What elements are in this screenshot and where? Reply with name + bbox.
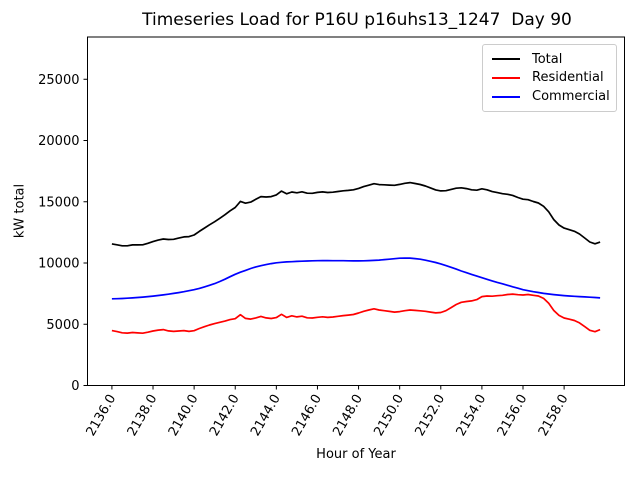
y-tick-label: 10000 <box>38 257 79 272</box>
y-tick-label: 5000 <box>46 318 79 333</box>
y-axis-label: kW total <box>12 183 28 239</box>
y-tick-label: 25000 <box>38 73 79 88</box>
commercial-line-swatch-icon <box>492 95 520 98</box>
legend-label-residential: Residential <box>532 70 604 86</box>
x-tick-label: 2136.0 <box>84 392 120 439</box>
x-tick-label: 2152.0 <box>413 392 449 439</box>
x-tick-label: 2150.0 <box>371 392 407 439</box>
residential-line-swatch-icon <box>492 76 520 79</box>
total-line-swatch-icon <box>492 58 520 61</box>
x-tick-label: 2140.0 <box>166 392 202 439</box>
x-tick-label: 2154.0 <box>454 392 490 439</box>
chart-title: Timeseries Load for P16U p16uhs13_1247 D… <box>142 10 572 30</box>
x-axis-label: Hour of Year <box>316 447 396 462</box>
y-tick-label: 15000 <box>38 195 79 210</box>
x-tick-label: 2138.0 <box>125 392 161 439</box>
residential-line <box>111 293 601 335</box>
legend-label-commercial: Commercial <box>532 89 610 105</box>
x-tick-label: 2146.0 <box>289 392 325 439</box>
legend-entry-commercial: Commercial <box>483 90 616 103</box>
y-tick-label: 0 <box>71 379 79 394</box>
legend-label-total: Total <box>532 51 563 67</box>
commercial-line <box>111 257 601 300</box>
y-tick-label: 20000 <box>38 134 79 149</box>
total-line <box>111 181 601 247</box>
x-tick-label: 2158.0 <box>536 392 572 439</box>
x-tick-label: 2142.0 <box>207 392 243 439</box>
legend-entry-residential: Residential <box>483 71 616 84</box>
legend-entry-total: Total <box>483 53 616 66</box>
x-tick-label: 2144.0 <box>248 392 284 439</box>
x-tick-label: 2156.0 <box>495 392 531 439</box>
x-tick-label: 2148.0 <box>330 392 366 439</box>
legend: Total Residential Commercial <box>482 44 617 112</box>
plot-border <box>87 36 625 386</box>
